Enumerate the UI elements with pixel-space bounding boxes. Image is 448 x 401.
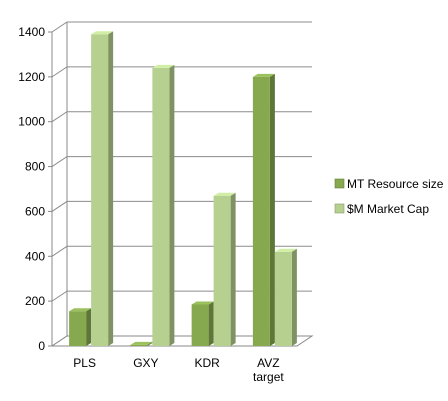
y-tick-label: 600: [25, 204, 45, 218]
bar-avz-target-marketcap: [274, 248, 297, 346]
legend-entry: MT Resource size: [334, 177, 444, 191]
y-tick-label: 1400: [18, 25, 45, 39]
y-tick-label: 1200: [18, 70, 45, 84]
y-tick-label: 400: [25, 249, 45, 263]
y-tick-label: 800: [25, 160, 45, 174]
bar-kdr-marketcap: [213, 192, 236, 346]
y-axis-ticks: 0 200 400 600 800 1000 1200 1400: [18, 25, 52, 353]
legend-entry: $M Market Cap: [334, 202, 429, 216]
legend-swatch: [334, 203, 345, 214]
gridline: [51, 66, 312, 78]
y-tick-label: 200: [25, 294, 45, 308]
legend-label: $M Market Cap: [347, 202, 429, 216]
x-tick-label: GXY: [133, 356, 158, 370]
legend: MT Resource size $M Market Cap: [334, 177, 444, 216]
bar-kdr-resource: [191, 301, 214, 346]
y-tick-label: 1000: [18, 115, 45, 129]
bar-gxy-resource: [130, 341, 153, 346]
gridline: [51, 156, 312, 167]
bar-gxy-marketcap: [152, 64, 175, 346]
bars: [69, 31, 297, 346]
x-tick-label: PLS: [73, 356, 96, 370]
gridline: [51, 21, 312, 33]
bar-avz-target-resource: [252, 73, 275, 346]
legend-swatch: [334, 178, 345, 189]
legend-label: MT Resource size: [347, 177, 444, 191]
chart-walls: [50, 22, 314, 347]
bar-pls-marketcap: [91, 31, 114, 346]
bar-pls-resource: [69, 308, 92, 346]
y-tick-label: 0: [38, 339, 45, 353]
x-tick-label: AVZ target: [253, 356, 284, 384]
x-axis-labels: PLS GXY KDR AVZ target: [73, 356, 284, 384]
back-wall-left-edge: [51, 22, 68, 347]
x-tick-label: KDR: [194, 356, 220, 370]
gridline: [51, 111, 312, 123]
